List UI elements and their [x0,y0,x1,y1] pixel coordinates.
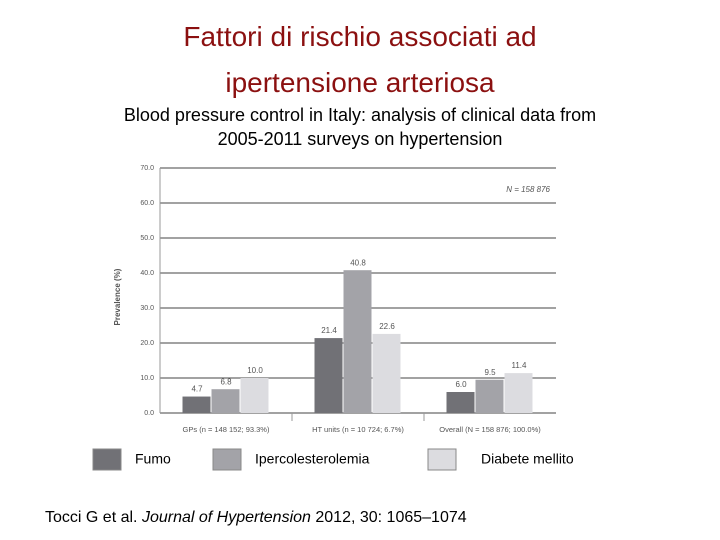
bar [372,333,401,413]
annotation: N = 158 876 [506,185,550,194]
x-tick-label: Overall (N = 158 876; 100.0%) [439,425,541,434]
bar [314,338,343,413]
value-label: 10.0 [247,366,263,375]
y-tick-label: 50.0 [140,235,154,242]
value-label: 11.4 [512,361,528,370]
bar [240,378,269,413]
citation: Tocci G et al. Journal of Hypertension 2… [45,509,467,527]
y-axis-label: Prevalence (%) [113,268,122,325]
y-tick-label: 30.0 [140,305,154,312]
subtitle: Blood pressure control in Italy: analysi… [123,105,597,149]
value-label: 22.6 [379,322,395,331]
value-label: 9.5 [484,368,496,377]
legend-label: Diabete mellito [481,451,574,467]
x-tick-label: GPs (n = 148 152; 93.3%) [183,425,270,434]
bar [182,396,211,413]
legend-swatch [92,448,122,471]
bar [475,379,504,413]
value-label: 21.4 [321,326,337,335]
y-tick-label: 40.0 [140,270,154,277]
citation-details: 2012, 30: 1065–1074 [315,509,467,526]
value-label: 6.0 [455,380,467,389]
legend-swatch [212,448,242,471]
y-tick-label: 20.0 [140,340,154,347]
bar [343,270,372,413]
legend-label: Ipercolesterolemia [255,451,370,467]
bar [211,389,240,413]
value-label: 4.7 [191,385,203,394]
y-tick-label: 60.0 [140,200,154,207]
legend-label: Fumo [135,451,171,467]
slide-title: Fattori di rischio associati ad ipertens… [183,21,537,98]
value-label: 40.8 [350,258,366,267]
y-tick-label: 70.0 [140,165,154,172]
y-tick-label: 0.0 [144,410,154,417]
legend-swatch [427,448,457,471]
bar [446,392,475,413]
bar [504,373,533,413]
x-tick-label: HT units (n = 10 724; 6.7%) [312,425,404,434]
chart: Prevalence (%) N = 158 876 0.0 10.0 20.0 30… [92,165,574,471]
citation-journal: Journal of Hypertension [141,509,311,526]
value-label: 6.8 [220,377,232,386]
y-tick-label: 10.0 [140,375,154,382]
citation-authors: Tocci G et al. [45,509,138,526]
